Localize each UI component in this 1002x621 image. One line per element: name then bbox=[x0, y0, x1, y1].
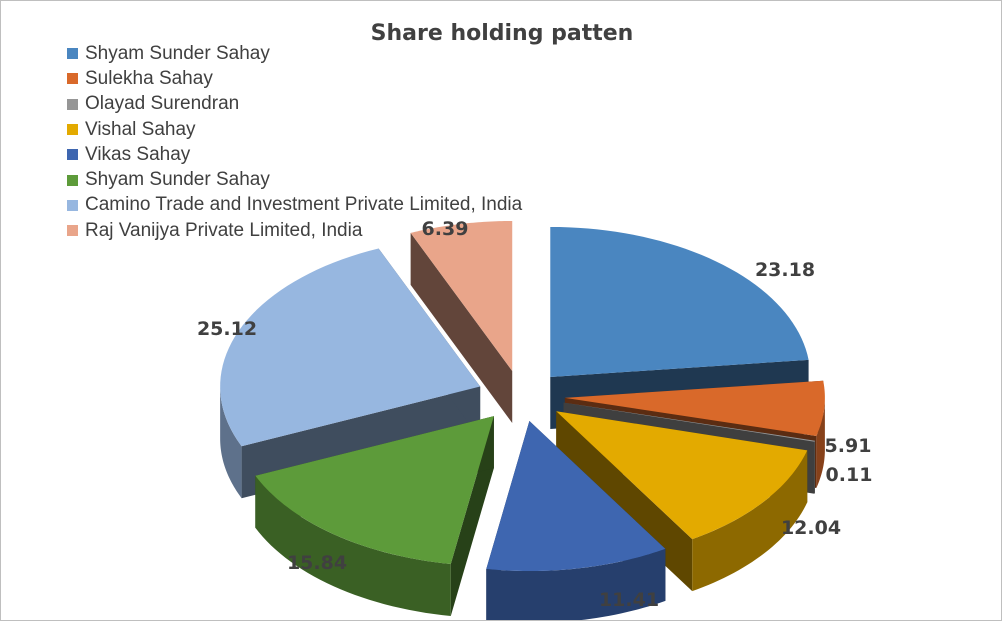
legend-swatch bbox=[67, 124, 78, 136]
legend-item: Shyam Sunder Sahay bbox=[67, 167, 522, 192]
data-label: 11.41 bbox=[599, 589, 659, 611]
legend-item: Vishal Sahay bbox=[67, 117, 522, 142]
legend-item: Olayad Surendran bbox=[67, 92, 522, 117]
legend-swatch bbox=[67, 199, 78, 211]
pie-tops bbox=[220, 220, 825, 572]
legend-swatch bbox=[67, 98, 78, 110]
data-label: 5.91 bbox=[825, 435, 872, 457]
legend-swatch bbox=[67, 149, 78, 161]
slice-outer-wall bbox=[255, 475, 451, 617]
slice-outer-wall bbox=[220, 386, 242, 499]
legend-item: Camino Trade and Investment Private Limi… bbox=[67, 193, 522, 218]
legend-label: Olayad Surendran bbox=[85, 93, 240, 115]
chart-title: Share holding patten bbox=[370, 21, 634, 46]
legend-label: Raj Vanijya Private Limited, India bbox=[85, 219, 363, 241]
chart-legend: Shyam Sunder Sahay Sulekha Sahay Olayad … bbox=[67, 41, 522, 243]
pie-slice bbox=[410, 220, 513, 371]
legend-label: Sulekha Sahay bbox=[85, 67, 213, 89]
legend-swatch bbox=[67, 174, 78, 186]
legend-label: Vikas Sahay bbox=[85, 143, 191, 165]
pie-slice bbox=[486, 421, 666, 572]
data-label: 0.11 bbox=[826, 464, 873, 486]
data-label: 15.84 bbox=[287, 552, 347, 574]
data-label: 12.04 bbox=[781, 517, 841, 539]
pie-slice bbox=[255, 416, 494, 565]
pie-slice bbox=[550, 226, 809, 377]
pie-slice bbox=[556, 411, 808, 540]
legend-swatch bbox=[67, 48, 78, 60]
legend-swatch bbox=[67, 73, 78, 85]
slice-cut-face bbox=[410, 232, 513, 423]
slice-outer-wall bbox=[816, 397, 825, 488]
legend-label: Shyam Sunder Sahay bbox=[85, 169, 270, 191]
legend-item: Sulekha Sahay bbox=[67, 66, 522, 91]
slice-outer-wall bbox=[692, 450, 808, 592]
data-label: 23.18 bbox=[755, 259, 815, 281]
legend-item: Vikas Sahay bbox=[67, 142, 522, 167]
pie-slice bbox=[564, 380, 825, 436]
pie-slice bbox=[220, 248, 481, 447]
data-label: 6.39 bbox=[422, 218, 469, 240]
data-label: 25.12 bbox=[197, 318, 257, 340]
legend-item: Raj Vanijya Private Limited, India bbox=[67, 218, 522, 243]
legend-swatch bbox=[67, 225, 78, 237]
legend-label: Vishal Sahay bbox=[85, 118, 196, 140]
pie-slice bbox=[563, 402, 815, 442]
legend-item: Shyam Sunder Sahay bbox=[67, 41, 522, 66]
legend-label: Shyam Sunder Sahay bbox=[85, 42, 270, 64]
slice-outer-wall bbox=[486, 548, 666, 620]
legend-label: Camino Trade and Investment Private Limi… bbox=[85, 194, 523, 216]
